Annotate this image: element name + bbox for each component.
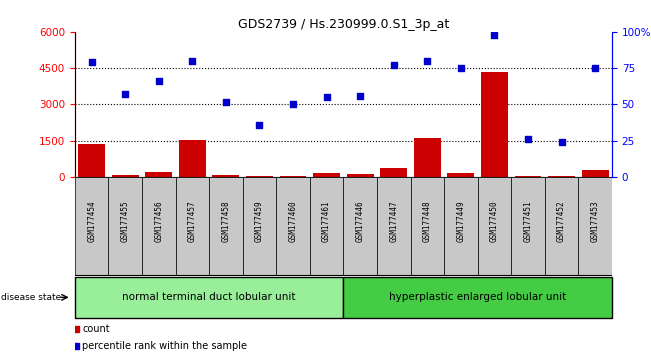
Bar — [78, 144, 105, 177]
Point — [422, 58, 432, 64]
Bar — [145, 172, 173, 177]
Point — [389, 62, 399, 68]
Bar — [179, 140, 206, 177]
Bar — [109, 177, 142, 276]
Bar — [377, 177, 411, 276]
Bar — [276, 177, 310, 276]
Bar — [582, 171, 609, 177]
Bar — [380, 168, 407, 177]
Point — [154, 78, 164, 84]
Text: GSM177446: GSM177446 — [355, 201, 365, 242]
Bar — [545, 177, 578, 276]
Bar — [481, 72, 508, 177]
Bar — [313, 173, 340, 177]
Point — [456, 65, 466, 71]
Text: GSM177454: GSM177454 — [87, 201, 96, 242]
Bar — [280, 176, 307, 177]
Bar — [514, 176, 542, 177]
Text: GSM177460: GSM177460 — [288, 201, 298, 242]
Bar — [75, 177, 109, 276]
Text: GSM177456: GSM177456 — [154, 201, 163, 242]
Point — [87, 59, 97, 65]
Point — [557, 139, 567, 145]
Text: GSM177447: GSM177447 — [389, 201, 398, 242]
Bar — [112, 175, 139, 177]
Text: GSM177449: GSM177449 — [456, 201, 465, 242]
Text: GSM177453: GSM177453 — [590, 201, 600, 242]
Point — [120, 91, 130, 97]
Text: GSM177457: GSM177457 — [188, 201, 197, 242]
Point — [255, 122, 265, 127]
Bar — [246, 176, 273, 177]
Bar — [548, 176, 575, 177]
Title: GDS2739 / Hs.230999.0.S1_3p_at: GDS2739 / Hs.230999.0.S1_3p_at — [238, 18, 449, 31]
Text: disease state: disease state — [1, 293, 61, 302]
Text: GSM177458: GSM177458 — [221, 201, 230, 242]
Bar — [444, 177, 478, 276]
Bar — [414, 138, 441, 177]
Bar — [347, 174, 374, 177]
Bar — [344, 177, 377, 276]
Point — [322, 94, 332, 100]
Text: GSM177450: GSM177450 — [490, 201, 499, 242]
Bar — [176, 177, 209, 276]
Text: count: count — [82, 324, 110, 333]
Point — [590, 65, 600, 71]
Bar — [212, 175, 240, 177]
Bar — [447, 173, 475, 177]
Text: GSM177455: GSM177455 — [120, 201, 130, 242]
Bar — [243, 177, 276, 276]
Point — [288, 102, 298, 107]
Bar — [478, 177, 511, 276]
Point — [355, 93, 365, 98]
Point — [221, 99, 231, 104]
Point — [187, 58, 197, 64]
Bar — [578, 177, 612, 276]
Bar — [411, 177, 444, 276]
Point — [490, 32, 500, 38]
Text: GSM177461: GSM177461 — [322, 201, 331, 242]
Text: percentile rank within the sample: percentile rank within the sample — [82, 341, 247, 351]
Point — [523, 136, 533, 142]
Text: GSM177452: GSM177452 — [557, 201, 566, 242]
Bar — [310, 177, 344, 276]
Text: GSM177451: GSM177451 — [523, 201, 533, 242]
Text: GSM177459: GSM177459 — [255, 201, 264, 242]
Bar — [209, 177, 243, 276]
Bar — [344, 277, 612, 318]
Text: hyperplastic enlarged lobular unit: hyperplastic enlarged lobular unit — [389, 292, 566, 302]
Text: GSM177448: GSM177448 — [422, 201, 432, 242]
Bar — [142, 177, 176, 276]
Bar — [511, 177, 545, 276]
Text: normal terminal duct lobular unit: normal terminal duct lobular unit — [122, 292, 296, 302]
Bar — [75, 277, 344, 318]
